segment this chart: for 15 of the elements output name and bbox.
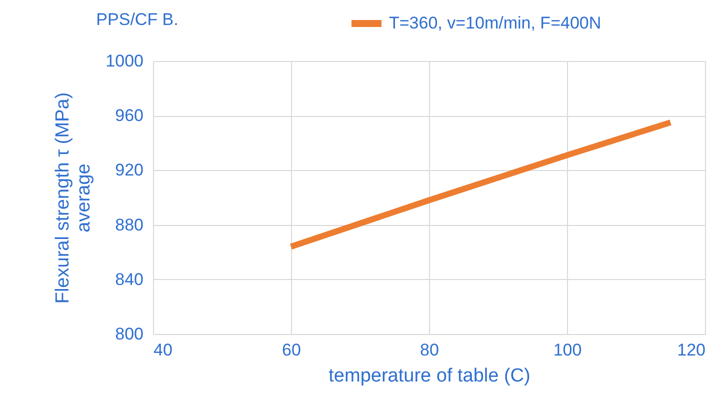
y-tick-label: 840 (115, 270, 144, 289)
y-tick-label: 920 (115, 160, 144, 180)
y-tick-label: 960 (115, 106, 144, 126)
x-tick-label: 100 (553, 340, 582, 360)
chart-title: PPS/CF B. (96, 10, 178, 29)
y-axis-title: Flexural strength τ (MPa) average (52, 92, 95, 304)
x-tick-label: 120 (677, 340, 706, 360)
y-tick-label: 800 (115, 324, 144, 344)
legend-label: T=360, v=10m/min, F=400N (389, 14, 602, 32)
x-tick-label: 40 (154, 340, 172, 360)
y-tick-label: 880 (115, 215, 144, 234)
x-axis-title: temperature of table (C) (328, 366, 530, 386)
x-tick-label: 60 (282, 340, 301, 360)
y-tick-label: 1000 (106, 52, 144, 70)
x-tick-label: 80 (420, 340, 439, 360)
